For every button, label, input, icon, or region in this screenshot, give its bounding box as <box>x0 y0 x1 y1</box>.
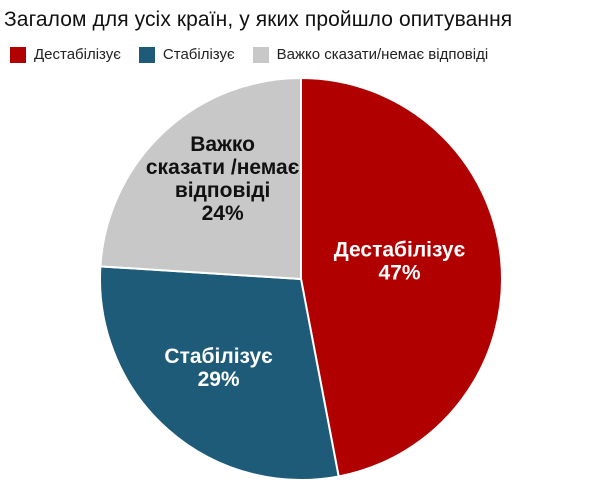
slice-label-stabilizes: Стабілізує 29% <box>164 345 273 391</box>
legend-item-destabilizes: Дестабілізує <box>10 46 121 63</box>
legend-swatch-stabilizes <box>138 46 155 63</box>
slice-label-hard-to-say-line: Важко <box>190 133 255 156</box>
legend-item-hard-to-say: Важко сказати/немає відповіді <box>252 46 489 63</box>
legend-label-stabilizes: Стабілізує <box>162 46 235 63</box>
slice-stabilizes <box>99 265 340 481</box>
legend-item-stabilizes: Стабілізує <box>138 46 235 63</box>
slice-label-destabilizes-line: Дестабілізує <box>334 238 466 261</box>
slice-label-hard-to-say-line: 24% <box>202 202 244 225</box>
slice-label-hard-to-say-line: відповіді <box>175 179 271 202</box>
slice-hard-to-say <box>99 76 302 281</box>
legend-label-destabilizes: Дестабілізує <box>34 46 121 63</box>
slice-label-stabilizes-line: Стабілізує <box>164 345 273 368</box>
slice-label-stabilizes-line: 29% <box>198 368 240 391</box>
slice-label-hard-to-say: Важко сказати /немає відповіді 24% <box>146 133 300 225</box>
legend-swatch-hard-to-say <box>252 46 269 63</box>
legend-label-hard-to-say: Важко сказати/немає відповіді <box>276 46 489 63</box>
slice-label-destabilizes: Дестабілізує 47% <box>334 238 466 284</box>
slice-label-hard-to-say-line: сказати /немає <box>146 156 300 179</box>
slice-destabilizes <box>300 76 503 478</box>
chart-title: Загалом для усіх країн, у яких пройшло о… <box>4 8 513 31</box>
legend-swatch-destabilizes <box>10 46 26 63</box>
chart-legend: Дестабілізує Стабілізує Важко сказати/не… <box>10 46 506 63</box>
slice-label-destabilizes-line: 47% <box>378 261 420 284</box>
